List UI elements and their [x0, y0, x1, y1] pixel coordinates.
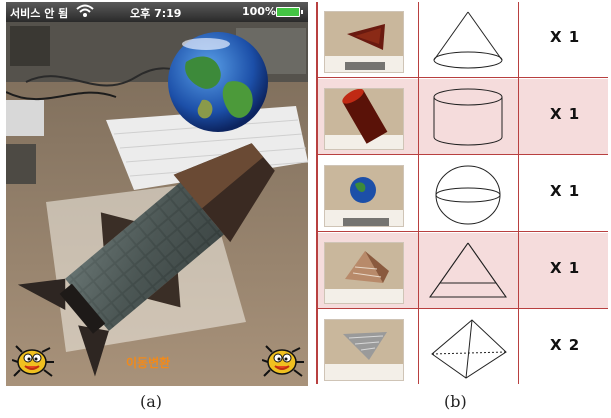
tetrahedron-shape-icon: [431, 319, 507, 379]
shape-count: X 1: [550, 259, 581, 277]
column-divider: [418, 2, 419, 384]
shape-count-table: X 1 X 1: [316, 2, 608, 384]
cylinder-textured-photo: [324, 88, 404, 150]
shape-count: X 1: [550, 182, 581, 200]
sphere-shape-icon: [435, 165, 501, 225]
tetrahedron-textured-photo: [324, 319, 404, 381]
caption-a: (a): [140, 392, 163, 411]
cone-shape-icon: [433, 11, 503, 69]
sphere-earth-photo: [324, 165, 404, 227]
pyramid-textured-photo: [324, 242, 404, 304]
carrier-text: 서비스 안 됨: [10, 7, 69, 20]
bug-icon-left-button[interactable]: [11, 344, 54, 380]
translate-mode-label[interactable]: 이동변환: [126, 356, 171, 370]
battery-icon: [276, 7, 303, 17]
shape-count: X 1: [550, 105, 581, 123]
pyramid-shape-icon: [429, 242, 507, 298]
caption-b: (b): [444, 392, 467, 411]
table-row: X 1: [318, 156, 608, 232]
bug-icon: [261, 345, 304, 377]
shape-count: X 1: [550, 28, 581, 46]
clock-text: 오후 7:19: [130, 7, 182, 20]
ar-camera-view: [6, 22, 308, 386]
table-row: X 2: [318, 310, 608, 386]
status-bar: 서비스 안 됨 오후 7:19 100%: [6, 2, 308, 22]
table-row: X 1: [318, 233, 608, 309]
cone-textured-photo: [324, 11, 404, 73]
table-row: X 1: [318, 2, 608, 78]
column-divider: [518, 2, 519, 384]
table-row: X 1: [318, 79, 608, 155]
ar-phone-screenshot: 서비스 안 됨 오후 7:19 100% 이동변환: [6, 2, 308, 386]
battery-percent: 100%: [242, 5, 276, 18]
wifi-icon: [76, 3, 94, 22]
bug-icon: [11, 345, 54, 377]
bug-icon-right-button[interactable]: [261, 344, 304, 380]
ar-scene: [6, 22, 308, 386]
cylinder-shape-icon: [433, 88, 503, 146]
shape-count: X 2: [550, 336, 581, 354]
